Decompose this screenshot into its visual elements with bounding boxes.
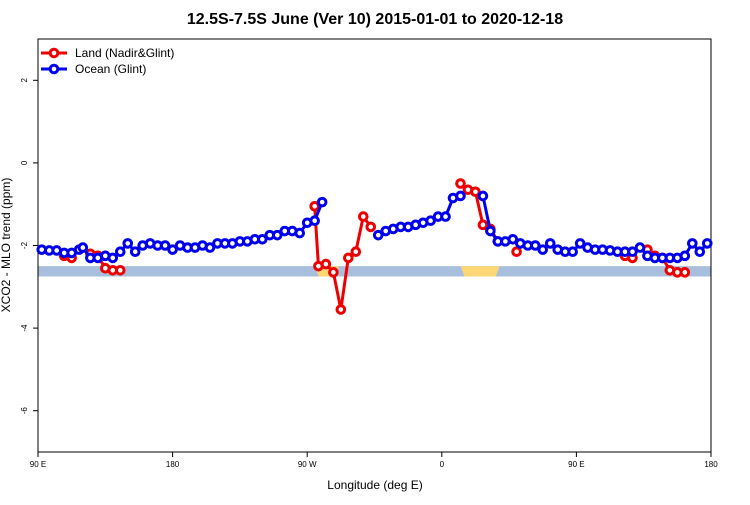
x-tick-label-5: 180 xyxy=(704,460,718,469)
x-tick-label-4: 90 E xyxy=(568,460,584,469)
data-point-11 xyxy=(335,304,347,315)
series-layer xyxy=(36,178,713,315)
x-tick-label-0: 90 E xyxy=(30,460,46,469)
data-point-80 xyxy=(694,246,706,257)
data-point-9 xyxy=(320,258,332,270)
y-tick-label-4: 2 xyxy=(20,78,29,83)
legend-entry-1: Ocean (Glint) xyxy=(41,62,146,76)
ocean-band xyxy=(38,266,711,277)
data-point-39 xyxy=(372,229,384,241)
data-point-46 xyxy=(425,215,436,227)
data-point-15 xyxy=(365,221,377,233)
y-tick-label-3: 0 xyxy=(20,160,29,165)
data-point-12 xyxy=(122,238,134,249)
data-point-10 xyxy=(328,267,339,278)
data-point-59 xyxy=(537,244,549,255)
data-point-71 xyxy=(627,246,638,257)
data-point-58 xyxy=(529,240,541,251)
data-point-12 xyxy=(343,252,354,264)
data-point-14 xyxy=(357,211,369,222)
data-point-78 xyxy=(679,250,691,262)
data-point-30 xyxy=(257,234,268,245)
y-axis-ticks: -6 -4 -2 0 2 xyxy=(20,78,38,415)
data-point-6 xyxy=(77,242,89,253)
data-point-60 xyxy=(544,238,556,249)
x-tick-label-2: 90 W xyxy=(298,460,317,469)
legend-marker xyxy=(48,63,60,75)
x-tick-label-3: 0 xyxy=(440,460,445,469)
data-point-32 xyxy=(271,229,283,241)
y-tick-label-1: -4 xyxy=(20,324,29,332)
data-point-30 xyxy=(679,267,691,278)
data-point-18 xyxy=(167,244,178,255)
data-point-50 xyxy=(455,190,466,202)
legend-marker xyxy=(48,47,60,59)
series-ocean xyxy=(36,190,713,264)
legend: Land (Nadir&Glint) Ocean (Glint) xyxy=(41,46,174,76)
data-point-10 xyxy=(107,252,119,264)
data-point-55 xyxy=(507,234,519,245)
data-point-13 xyxy=(350,246,362,257)
y-tick-label-0: -6 xyxy=(20,407,29,415)
legend-entry-0: Land (Nadir&Glint) xyxy=(41,46,174,60)
data-point-64 xyxy=(574,238,586,249)
data-point-11 xyxy=(114,246,126,257)
data-point-48 xyxy=(440,211,451,222)
land-band-segment-1 xyxy=(460,266,500,277)
data-point-23 xyxy=(204,242,216,253)
data-point-17 xyxy=(159,240,171,251)
y-axis-label: XCO2 - MLO trend (ppm) xyxy=(0,178,13,313)
x-axis-label: Longitude (deg E) xyxy=(327,478,422,492)
data-point-18 xyxy=(470,186,481,198)
data-point-63 xyxy=(567,246,578,257)
data-point-38 xyxy=(316,196,328,208)
y-tick-label-2: -2 xyxy=(20,241,29,249)
x-axis-ticks: 90 E 180 90 W 0 90 E 180 xyxy=(30,452,718,469)
data-point-35 xyxy=(294,227,306,239)
x-tick-label-1: 180 xyxy=(166,460,180,469)
data-point-72 xyxy=(634,242,646,253)
data-point-51 xyxy=(477,190,489,202)
data-point-16 xyxy=(455,178,466,189)
data-point-81 xyxy=(701,238,713,249)
data-point-37 xyxy=(309,215,320,227)
legend-label: Ocean (Glint) xyxy=(75,62,146,76)
data-point-22 xyxy=(511,246,522,257)
data-point-13 xyxy=(129,246,141,257)
data-point-52 xyxy=(485,225,496,237)
chart-title: 12.5S-7.5S June (Ver 10) 2015-01-01 to 2… xyxy=(187,11,563,28)
data-point-6 xyxy=(114,264,126,276)
data-point-79 xyxy=(687,238,698,249)
land-ocean-band xyxy=(38,266,711,277)
legend-label: Land (Nadir&Glint) xyxy=(75,46,174,60)
data-point-7 xyxy=(309,200,320,212)
data-point-19 xyxy=(477,219,489,231)
